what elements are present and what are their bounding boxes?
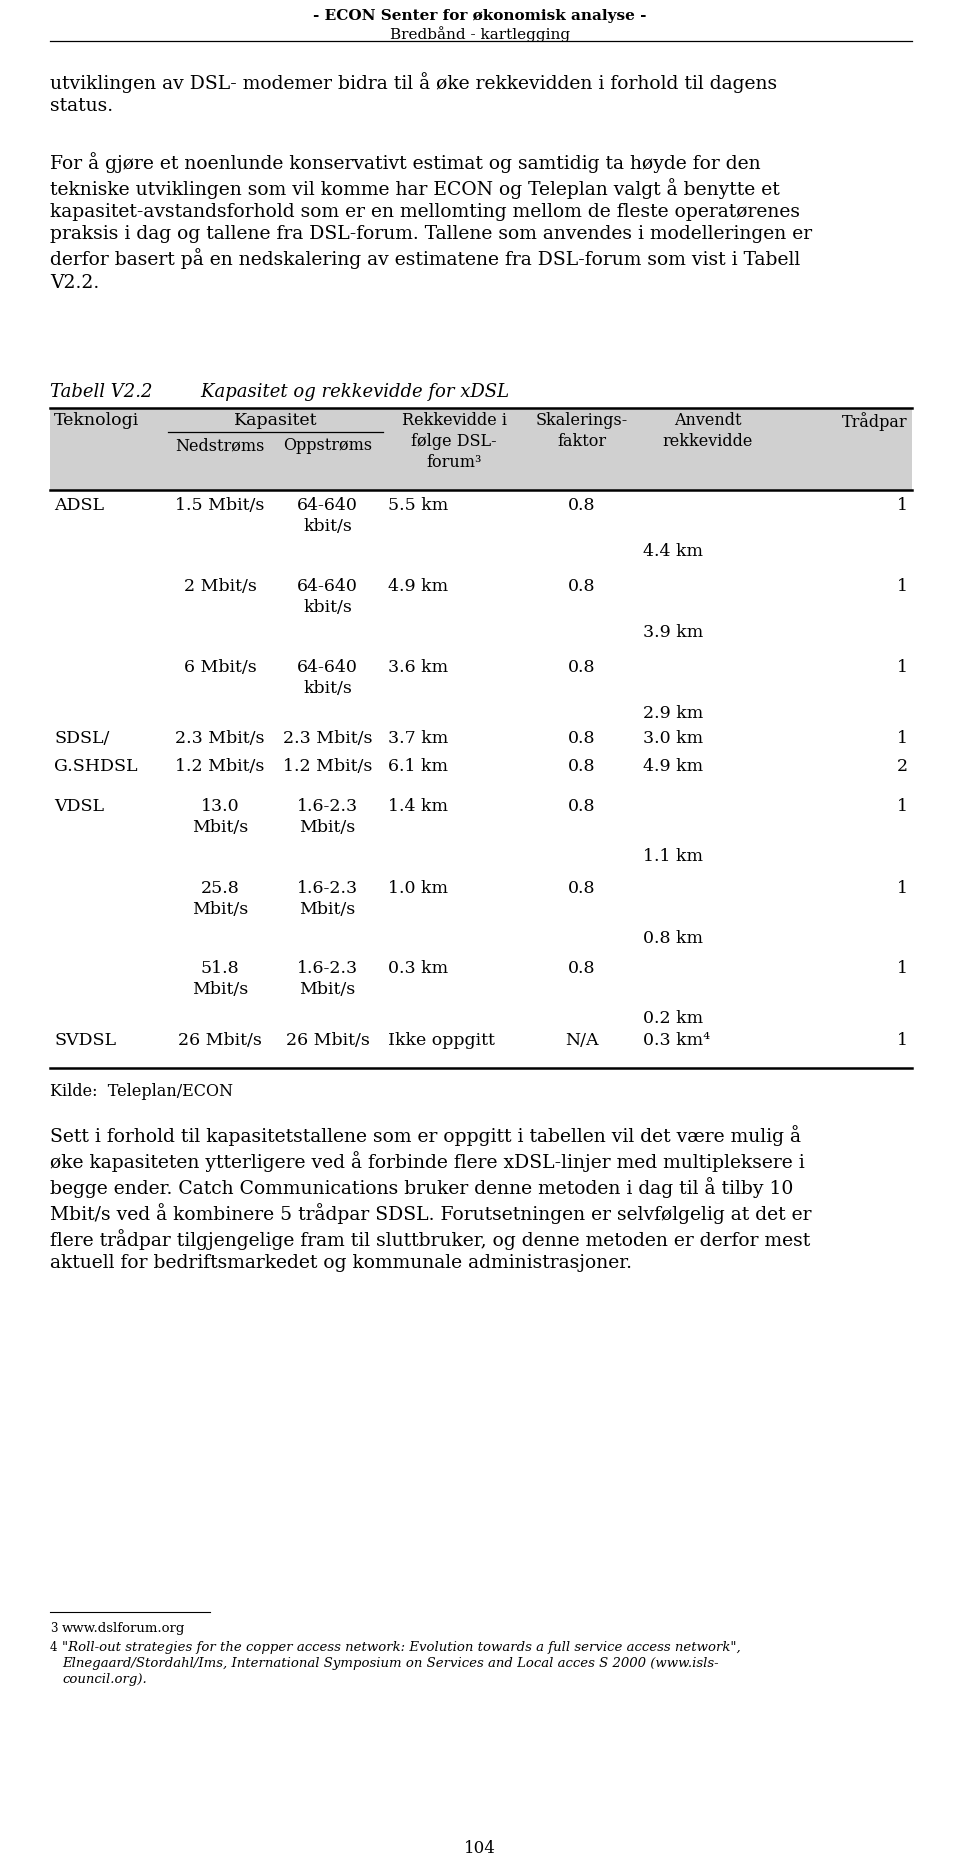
Text: Anvendt
rekkevidde: Anvendt rekkevidde	[662, 411, 754, 450]
Text: 1: 1	[897, 960, 908, 977]
Text: 1: 1	[897, 730, 908, 746]
Text: - ECON Senter for økonomisk analyse -: - ECON Senter for økonomisk analyse -	[313, 9, 647, 22]
Text: Nedstrøms: Nedstrøms	[176, 437, 265, 454]
Text: 1: 1	[897, 1033, 908, 1050]
Text: SDSL/: SDSL/	[54, 730, 109, 746]
Text: 0.3 km: 0.3 km	[388, 960, 448, 977]
Text: VDSL: VDSL	[54, 798, 104, 815]
Text: Bredbånd - kartlegging: Bredbånd - kartlegging	[390, 26, 570, 43]
Text: Trådpar: Trådpar	[842, 411, 908, 432]
Text: Teknologi: Teknologi	[54, 411, 139, 430]
Text: 0.8: 0.8	[567, 757, 595, 774]
Text: 4.9 km: 4.9 km	[643, 757, 703, 774]
Text: 1.2 Mbit/s: 1.2 Mbit/s	[176, 757, 265, 774]
Text: 4.9 km: 4.9 km	[388, 579, 448, 596]
Text: 1.0 km: 1.0 km	[388, 880, 448, 897]
Text: council.org).: council.org).	[62, 1673, 147, 1686]
Text: 3.7 km: 3.7 km	[388, 730, 448, 746]
Text: utviklingen av DSL- modemer bidra til å øke rekkevidden i forhold til dagens
sta: utviklingen av DSL- modemer bidra til å …	[50, 73, 778, 115]
Text: 5.5 km: 5.5 km	[388, 497, 448, 514]
Text: Tabell V2.2: Tabell V2.2	[50, 383, 153, 400]
Text: ADSL: ADSL	[54, 497, 104, 514]
Text: 3: 3	[50, 1623, 58, 1636]
Text: 3.0 km: 3.0 km	[643, 730, 703, 746]
Text: 0.2 km: 0.2 km	[643, 1011, 703, 1027]
Text: 13.0
Mbit/s: 13.0 Mbit/s	[192, 798, 248, 836]
Text: 6.1 km: 6.1 km	[388, 757, 448, 774]
Text: 64-640
kbit/s: 64-640 kbit/s	[297, 579, 358, 616]
Text: www.dslforum.org: www.dslforum.org	[62, 1623, 185, 1636]
Text: 2.3 Mbit/s: 2.3 Mbit/s	[283, 730, 372, 746]
Text: "Roll-out strategies for the copper access network: Evolution towards a full ser: "Roll-out strategies for the copper acce…	[62, 1641, 741, 1654]
Text: 0.8: 0.8	[567, 880, 595, 897]
Text: 2: 2	[897, 757, 908, 774]
Text: 1.1 km: 1.1 km	[643, 849, 703, 865]
Text: Kilde:  Teleplan/ECON: Kilde: Teleplan/ECON	[50, 1083, 233, 1100]
Text: Ikke oppgitt: Ikke oppgitt	[388, 1033, 494, 1050]
Text: Oppstrøms: Oppstrøms	[283, 437, 372, 454]
Text: G.SHDSL: G.SHDSL	[54, 757, 137, 774]
Text: 0.8: 0.8	[567, 798, 595, 815]
Text: 0.8: 0.8	[567, 659, 595, 676]
Text: 0.8: 0.8	[567, 579, 595, 596]
Text: 4.4 km: 4.4 km	[643, 543, 703, 560]
Text: 64-640
kbit/s: 64-640 kbit/s	[297, 497, 358, 534]
Text: 51.8
Mbit/s: 51.8 Mbit/s	[192, 960, 248, 997]
Text: 6 Mbit/s: 6 Mbit/s	[183, 659, 256, 676]
Text: Kapasitet: Kapasitet	[233, 411, 317, 430]
Text: Rekkevidde i
følge DSL-
forum³: Rekkevidde i følge DSL- forum³	[401, 411, 507, 471]
Text: 3.6 km: 3.6 km	[388, 659, 448, 676]
Text: 64-640
kbit/s: 64-640 kbit/s	[297, 659, 358, 696]
Text: 3.9 km: 3.9 km	[643, 623, 704, 640]
Text: 0.8: 0.8	[567, 730, 595, 746]
Text: 1: 1	[897, 880, 908, 897]
Text: 1.4 km: 1.4 km	[388, 798, 448, 815]
Bar	[50, 408, 912, 489]
Text: Sett i forhold til kapasitetstallene som er oppgitt i tabellen vil det være muli: Sett i forhold til kapasitetstallene som…	[50, 1126, 811, 1273]
Text: 1.5 Mbit/s: 1.5 Mbit/s	[176, 497, 265, 514]
Text: 1: 1	[897, 579, 908, 596]
Text: Kapasitet og rekkevidde for xDSL: Kapasitet og rekkevidde for xDSL	[155, 383, 509, 400]
Text: 1: 1	[897, 497, 908, 514]
Text: 1.6-2.3
Mbit/s: 1.6-2.3 Mbit/s	[297, 880, 358, 917]
Text: 2.9 km: 2.9 km	[643, 705, 704, 722]
Text: 26 Mbit/s: 26 Mbit/s	[285, 1033, 370, 1050]
Text: 1: 1	[897, 798, 908, 815]
Text: 25.8
Mbit/s: 25.8 Mbit/s	[192, 880, 248, 917]
Text: 26 Mbit/s: 26 Mbit/s	[178, 1033, 262, 1050]
Text: 0.8: 0.8	[567, 497, 595, 514]
Text: 2 Mbit/s: 2 Mbit/s	[183, 579, 256, 596]
Text: SVDSL: SVDSL	[54, 1033, 116, 1050]
Text: 0.8: 0.8	[567, 960, 595, 977]
Text: 1: 1	[897, 659, 908, 676]
Text: 0.3 km⁴: 0.3 km⁴	[643, 1033, 710, 1050]
Text: N/A: N/A	[564, 1033, 598, 1050]
Text: 0.8 km: 0.8 km	[643, 930, 703, 947]
Text: Elnegaard/Stordahl/Ims, International Symposium on Services and Local acces S 20: Elnegaard/Stordahl/Ims, International Sy…	[62, 1656, 719, 1669]
Text: 2.3 Mbit/s: 2.3 Mbit/s	[176, 730, 265, 746]
Text: 1.2 Mbit/s: 1.2 Mbit/s	[283, 757, 372, 774]
Text: 1.6-2.3
Mbit/s: 1.6-2.3 Mbit/s	[297, 798, 358, 836]
Text: Skalerings-
faktor: Skalerings- faktor	[536, 411, 628, 450]
Text: 1.6-2.3
Mbit/s: 1.6-2.3 Mbit/s	[297, 960, 358, 997]
Text: For å gjøre et noenlunde konservativt estimat og samtidig ta høyde for den
tekni: For å gjøre et noenlunde konservativt es…	[50, 153, 812, 292]
Text: 104: 104	[464, 1841, 496, 1857]
Text: 4: 4	[50, 1641, 58, 1654]
